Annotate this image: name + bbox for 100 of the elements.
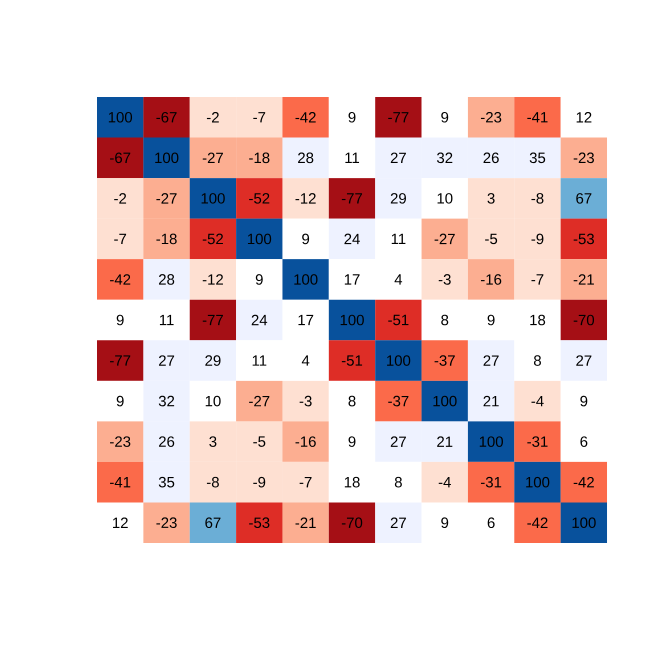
data-label: -27 [434,234,455,244]
data-label: -53 [574,234,594,244]
data-label: 100 [155,152,178,164]
data-label: 8 [441,314,448,326]
data-label: -5 [253,436,266,447]
data-label: 100 [526,476,550,488]
data-label: -51 [342,355,362,366]
data-label: -7 [114,234,126,244]
data-label: -37 [434,355,455,366]
data-label: 24 [252,314,268,326]
data-label: 28 [158,274,174,285]
data-label: 35 [530,152,546,164]
data-label: -67 [110,152,130,164]
data-label: 9 [580,396,588,406]
data-label: -23 [156,517,177,528]
data-label: 67 [576,193,592,204]
data-label: -42 [527,518,548,528]
data-label: 21 [484,396,499,406]
data-label: 10 [206,396,221,406]
data-label: -41 [110,477,130,488]
data-label: 3 [488,193,495,204]
data-label: -18 [249,152,270,164]
data-label: -9 [531,234,544,244]
data-label: 29 [390,193,406,204]
data-label: -16 [296,436,316,447]
data-label: 100 [340,314,364,326]
data-label: 10 [438,193,452,204]
data-label: -31 [480,476,502,488]
data-label: 12 [576,112,592,122]
data-label: 9 [302,234,310,244]
data-label: 12 [113,518,128,528]
data-label: 27 [390,436,406,447]
data-label: -77 [110,355,130,366]
data-label: 8 [348,396,356,406]
data-label: 100 [433,396,457,406]
data-label: -8 [531,193,544,204]
data-label: -42 [574,476,594,488]
data-label: -77 [202,314,223,326]
data-label: 27 [390,152,406,164]
data-label: 6 [488,517,495,528]
data-label: 100 [572,517,596,528]
data-label: 67 [205,517,220,528]
data-label: -23 [480,112,502,123]
data-label: 8 [394,476,402,488]
data-label: -5 [485,234,498,244]
data-label: -16 [480,274,502,285]
data-label: -18 [156,234,177,244]
data-label: -3 [438,274,451,285]
data-label: -4 [438,477,451,488]
data-label: 11 [392,234,406,244]
data-label: 32 [158,396,174,406]
data-label: 9 [348,436,356,447]
data-label: -12 [202,274,223,285]
data-label: -52 [202,234,223,244]
data-label: -23 [110,436,130,447]
data-label: 3 [209,436,216,447]
data-label: -23 [574,152,594,164]
data-label: -41 [527,112,548,122]
data-label: 8 [534,355,541,366]
data-label: -53 [249,517,270,528]
data-label: 27 [484,355,499,366]
data-label: 26 [484,152,499,164]
data-label: 9 [256,274,263,285]
data-label: 9 [348,112,356,123]
data-label: 29 [205,355,221,366]
data-label: -42 [110,274,130,285]
data-label: -51 [388,314,408,326]
data-label: 18 [530,314,546,326]
data-label: 100 [294,274,318,285]
data-label: 24 [344,234,360,244]
data-label: -7 [253,112,266,122]
data-label: 4 [302,355,310,366]
data-label: 9 [441,517,448,528]
data-label: 17 [298,314,314,326]
data-label: 32 [436,152,452,164]
data-label: -27 [249,396,270,406]
data-label: 100 [248,234,272,244]
data-label: -12 [296,193,316,204]
data-label: 9 [488,314,495,326]
data-label: 21 [437,436,452,447]
data-label: -4 [531,396,544,406]
data-label: -7 [300,477,312,488]
data-label: 100 [108,112,132,123]
data-label: -27 [156,193,177,204]
data-label: -9 [253,476,266,488]
data-label: 35 [158,476,174,488]
data-label: 18 [344,476,360,488]
data-label: 11 [345,152,360,163]
data-label: -21 [296,518,316,528]
data-label: 27 [576,355,592,366]
data-label: 100 [480,436,503,447]
data-label: -7 [531,274,544,285]
data-label: -37 [388,396,408,406]
data-label: -67 [156,112,177,123]
data-label: 6 [580,436,588,447]
data-label: 9 [116,396,124,406]
data-label: 9 [116,314,124,326]
data-label: -42 [296,112,316,122]
data-label: 9 [441,112,448,123]
data-label: 100 [387,355,410,366]
